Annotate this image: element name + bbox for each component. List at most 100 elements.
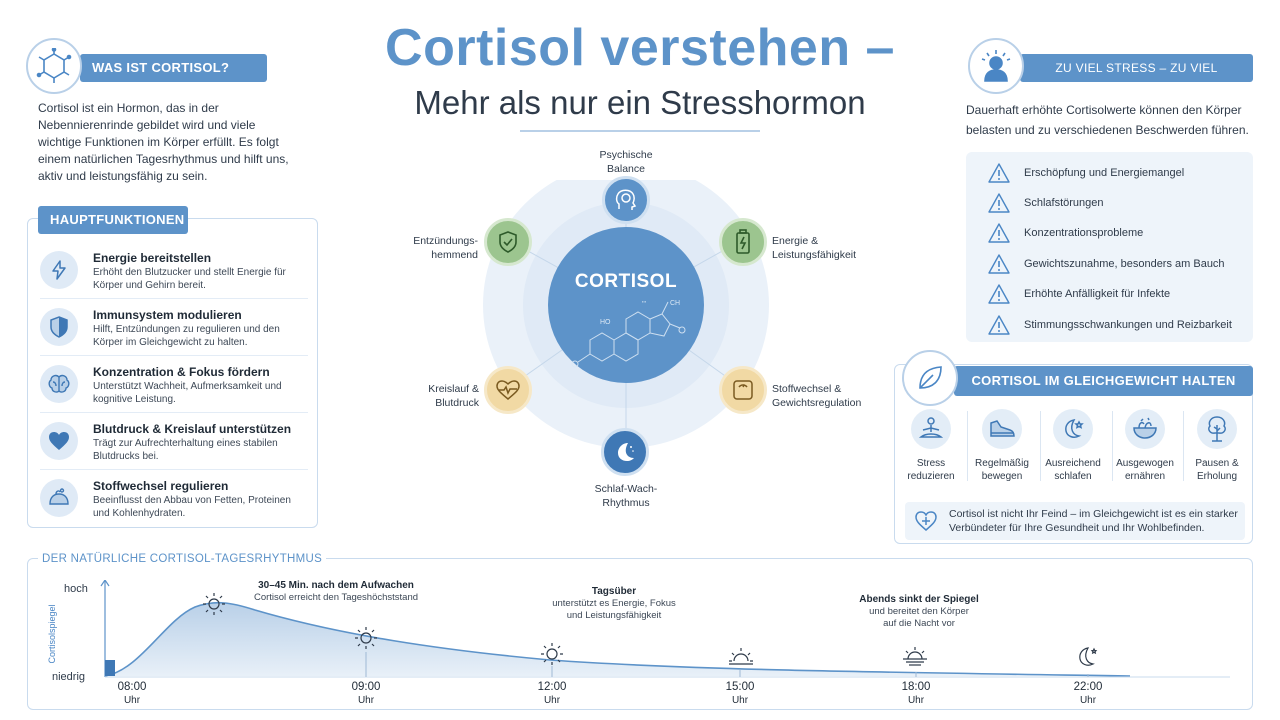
stress-item-label: Erschöpfung und Energiemangel: [1024, 167, 1185, 179]
balance-item-label: Pausen & Erholung: [1195, 458, 1239, 482]
warning-icon: [988, 193, 1010, 213]
balance-panel: Stress reduzieren Regelmäßig bewegen Aus…: [894, 364, 1253, 544]
tick-label: 12:00 Uhr: [522, 681, 582, 707]
annotation-title: 30–45 Min. nach dem Aufwachen: [258, 580, 414, 591]
function-title: Blutdruck & Kreislauf unterstützen: [93, 422, 292, 436]
battery-icon: [719, 218, 767, 266]
shield-check-icon: [484, 218, 532, 266]
heart-hands-icon: [915, 511, 937, 531]
divider: [1183, 411, 1184, 481]
balance-item: Stress reduzieren: [901, 409, 961, 483]
functions-panel: Energie bereitstellen Erhöht den Blutzuc…: [27, 218, 318, 528]
divider: [1112, 411, 1113, 481]
node-label: Energie & Leistungsfähigkeit: [772, 235, 857, 261]
function-title: Energie bereitstellen: [93, 251, 212, 265]
title-divider: [520, 130, 760, 132]
annotation: Tagsüber unterstützt es Energie, Fokus un…: [524, 586, 704, 622]
metabolism-icon: [40, 479, 78, 517]
cortisol-curve-chart: [100, 580, 1230, 678]
timeline-title: DER NATÜRLICHE CORTISOL-TAGESRHYTHMUS: [38, 553, 327, 565]
sunset-icon: [903, 647, 927, 666]
warning-icon: [988, 163, 1010, 183]
tick-unit: Uhr: [907, 695, 925, 706]
brain-icon: [40, 365, 78, 403]
function-desc: Beeinflusst den Abbau von Fetten, Protei…: [93, 495, 291, 519]
heart-pulse-icon: [484, 366, 532, 414]
function-item: Blutdruck & Kreislauf unterstützen Trägt…: [40, 414, 308, 470]
tick-time: 08:00: [117, 681, 147, 693]
function-item: Stoffwechsel regulieren Beeinflusst den …: [40, 471, 308, 527]
tick-label: 15:00 Uhr: [710, 681, 770, 707]
tick-unit: Uhr: [543, 695, 561, 706]
head-brain-icon: [602, 176, 650, 224]
function-desc: Unterstützt Wachheit, Aufmerksamkeit und…: [93, 381, 282, 405]
moon-icon: [1079, 647, 1098, 666]
shoe-icon: [982, 409, 1022, 449]
tick-unit: Uhr: [123, 695, 141, 706]
page-title: Cortisol verstehen –: [385, 19, 895, 77]
stress-item-label: Schlafstörungen: [1024, 197, 1104, 209]
balance-header: CORTISOL IM GLEICHGEWICHT HALTEN: [954, 366, 1253, 396]
cortisol-diagram: HO CH ''': [483, 180, 769, 452]
moon-icon: [601, 428, 649, 476]
tick-unit: Uhr: [357, 695, 375, 706]
stress-item: Erschöpfung und Energiemangel: [988, 162, 1184, 184]
leaf-icon: [902, 350, 958, 406]
annotation: Abends sinkt der Spiegel und bereitet den…: [834, 594, 1004, 630]
balance-item: Pausen & Erholung: [1187, 409, 1247, 483]
node-label: Stoffwechsel & Gewichtsregulation: [772, 383, 862, 409]
scale-icon: [719, 366, 767, 414]
tick-time: 09:00: [351, 681, 381, 693]
stress-item: Stimmungsschwankungen und Reizbarkeit: [988, 314, 1232, 336]
stress-item: Konzentrationsprobleme: [988, 222, 1143, 244]
stress-text: Dauerhaft erhöhte Cortisolwerte können d…: [966, 103, 1249, 137]
balance-item-label: Ausreichend schlafen: [1045, 458, 1101, 482]
node-label: Schlaf-Wach- Rhythmus: [594, 483, 658, 509]
tick-label: 22:00 Uhr: [1058, 681, 1118, 707]
balance-item-label: Stress reduzieren: [907, 458, 955, 482]
svg-text:''': ''': [642, 301, 646, 308]
diagram-center-label: CORTISOL: [574, 271, 678, 292]
annotation-text: unterstützt es Energie, Fokus und Leistu…: [552, 598, 676, 621]
stress-item-label: Stimmungsschwankungen und Reizbarkeit: [1024, 319, 1232, 331]
warning-icon: [988, 284, 1010, 304]
balance-item-label: Ausgewogen ernähren: [1116, 458, 1174, 482]
y-level-high: hoch: [64, 583, 88, 595]
tree-icon: [1197, 409, 1237, 449]
node-label: Psychische Balance: [599, 149, 653, 175]
sunset-icon: [729, 648, 753, 665]
intro-text: Cortisol ist ein Hormon, das in der Nebe…: [38, 101, 289, 183]
tick-unit: Uhr: [1079, 695, 1097, 706]
tick-label: 18:00 Uhr: [886, 681, 946, 707]
salad-icon: [1125, 409, 1165, 449]
moon-stars-icon: [1053, 409, 1093, 449]
intro-header: WAS IST CORTISOL?: [80, 54, 267, 82]
timeline-panel: [27, 558, 1253, 710]
sun-icon: [355, 627, 377, 649]
stress-item: Erhöhte Anfälligkeit für Infekte: [988, 283, 1170, 305]
balance-item: Regelmäßig bewegen: [972, 409, 1032, 483]
meditation-icon: [911, 409, 951, 449]
function-desc: Trägt zur Aufrechterhaltung eines stabil…: [93, 438, 278, 462]
divider: [1040, 411, 1041, 481]
tick-time: 22:00: [1073, 681, 1103, 693]
functions-header: HAUPTFUNKTIONEN: [38, 206, 188, 234]
balance-item: Ausreichend schlafen: [1043, 409, 1103, 483]
tick-time: 15:00: [725, 681, 755, 693]
annotation-text: Cortisol erreicht den Tageshöchststand: [253, 592, 419, 603]
svg-text:CH: CH: [670, 300, 680, 307]
function-title: Konzentration & Fokus fördern: [93, 365, 270, 379]
warning-icon: [988, 315, 1010, 335]
warning-icon: [988, 223, 1010, 243]
annotation-title: Tagsüber: [591, 586, 637, 597]
shield-icon: [40, 308, 78, 346]
page-subtitle: Mehr als nur ein Stresshormon: [414, 84, 866, 121]
function-desc: Erhöht den Blutzucker und stellt Energie…: [93, 267, 286, 291]
tick-label: 08:00 Uhr: [102, 681, 162, 707]
warning-icon: [988, 254, 1010, 274]
tick-time: 12:00: [537, 681, 567, 693]
molecule-icon: [26, 38, 82, 94]
function-title: Stoffwechsel regulieren: [93, 479, 229, 493]
stressed-person-icon: [968, 38, 1024, 94]
node-label: Kreislauf & Blutdruck: [428, 383, 479, 409]
